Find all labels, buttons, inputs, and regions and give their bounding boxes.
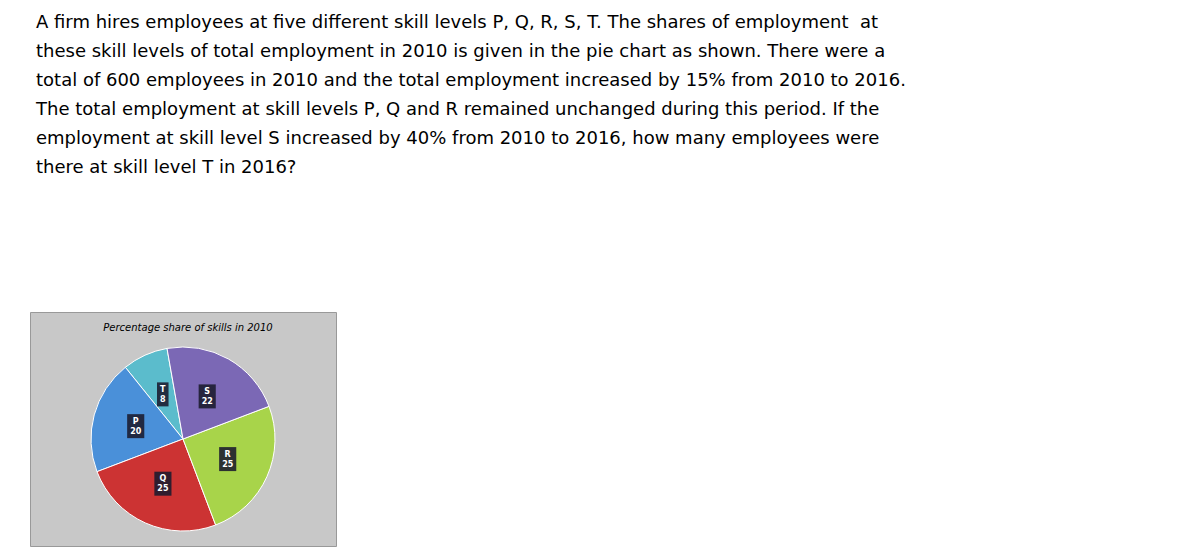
svg-text:22: 22 [202, 397, 213, 406]
svg-text:25: 25 [157, 484, 169, 493]
svg-text:25: 25 [222, 460, 234, 469]
svg-text:employment at skill level S in: employment at skill level S increased by… [36, 127, 879, 148]
svg-text:20: 20 [130, 427, 142, 436]
svg-text:Percentage share of skills in: Percentage share of skills in 2010 [103, 322, 272, 333]
svg-text:A firm hires employees at five: A firm hires employees at five different… [36, 11, 878, 32]
svg-text:P: P [133, 417, 139, 426]
svg-text:these skill levels of total em: these skill levels of total employment i… [36, 40, 885, 61]
svg-text:there at skill level T in 2016: there at skill level T in 2016? [36, 156, 296, 177]
svg-text:The total employment at skill: The total employment at skill levels P, … [35, 98, 879, 119]
svg-text:total of 600 employees in 2010: total of 600 employees in 2010 and the t… [36, 69, 906, 90]
svg-text:T: T [160, 385, 166, 394]
svg-text:S: S [204, 387, 210, 396]
svg-text:R: R [225, 450, 231, 459]
svg-text:Q: Q [160, 474, 167, 483]
svg-text:8: 8 [160, 395, 166, 404]
